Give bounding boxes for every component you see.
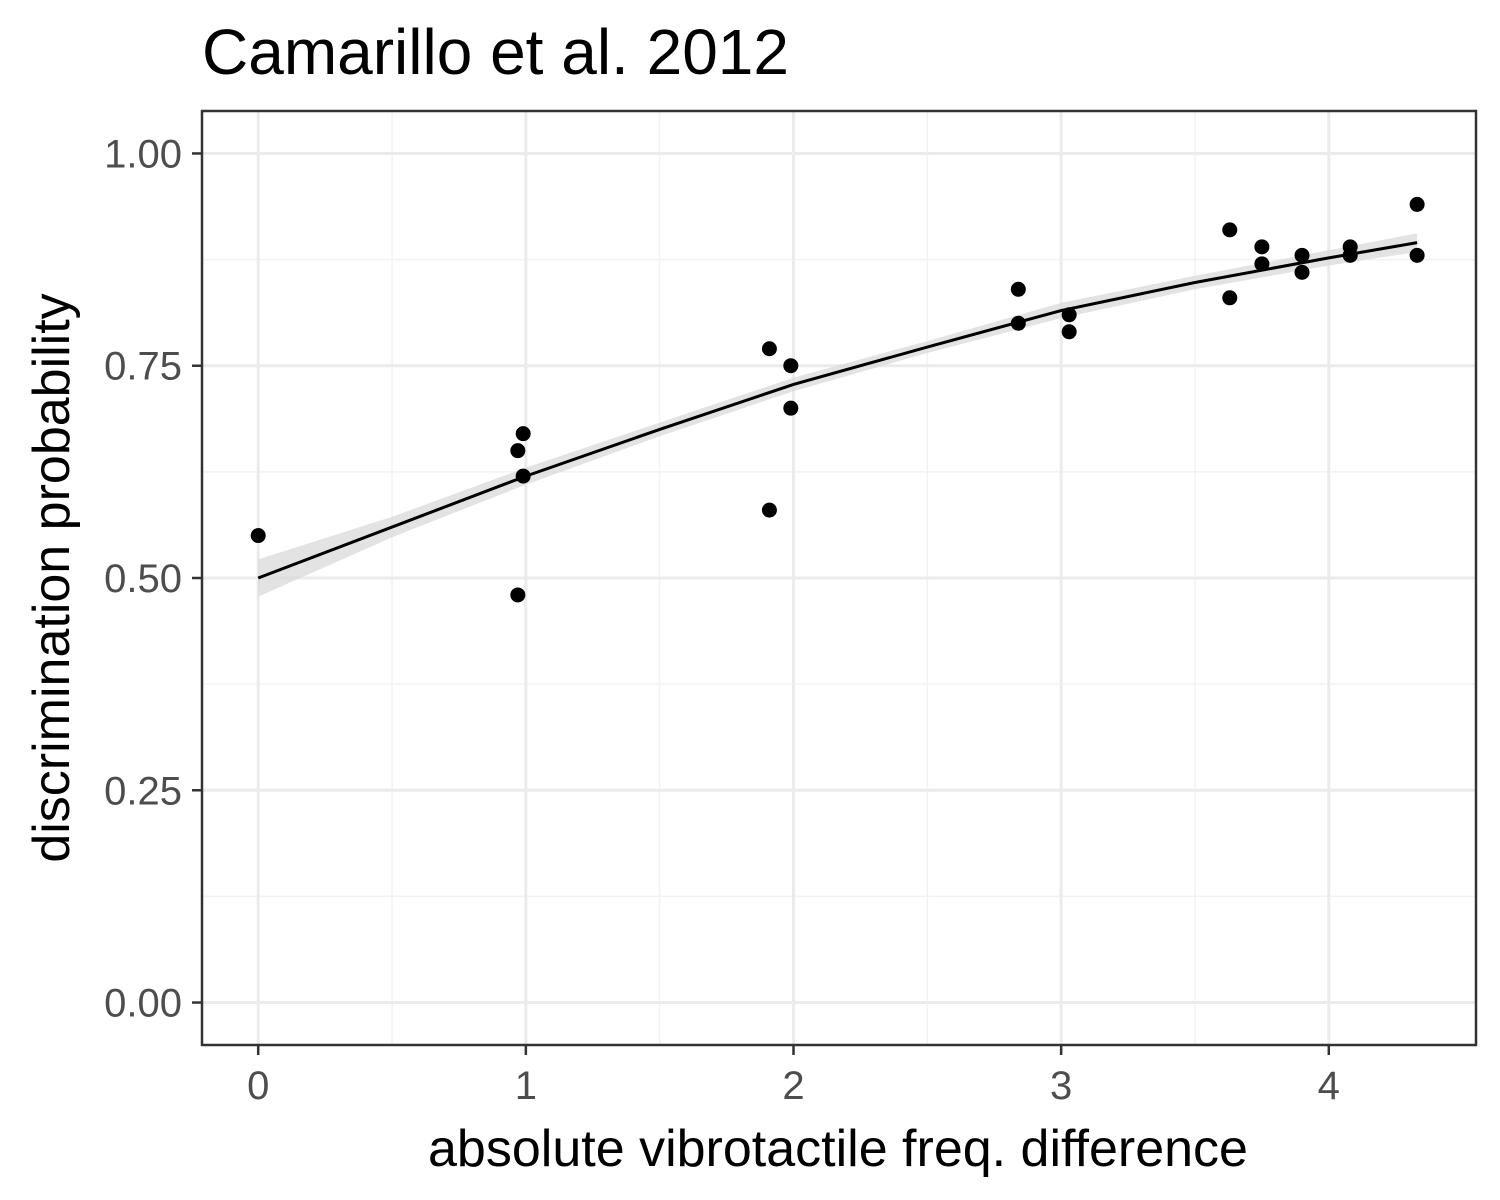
x-tick-label: 2 xyxy=(782,1064,804,1108)
y-tick-label: 0.50 xyxy=(104,557,182,601)
x-tick-label: 3 xyxy=(1050,1064,1072,1108)
data-point xyxy=(510,443,526,459)
y-tick-label: 0.25 xyxy=(104,769,182,813)
chart-title: Camarillo et al. 2012 xyxy=(202,16,789,88)
data-point xyxy=(515,426,531,442)
data-point xyxy=(1222,222,1238,238)
data-point xyxy=(761,341,777,357)
data-point xyxy=(783,358,799,374)
data-point xyxy=(1254,256,1270,272)
data-point xyxy=(1061,307,1077,323)
data-point xyxy=(783,400,799,416)
y-axis-title: discrimination probability xyxy=(23,293,81,862)
major-gridlines xyxy=(202,111,1476,1045)
data-points-layer xyxy=(250,196,1425,603)
data-point xyxy=(761,502,777,518)
data-point xyxy=(1061,324,1077,340)
y-tick-label: 0.00 xyxy=(104,982,182,1026)
y-tick-label: 1.00 xyxy=(104,132,182,176)
x-tick-label: 4 xyxy=(1318,1064,1340,1108)
data-point xyxy=(1409,247,1425,263)
data-point xyxy=(1294,264,1310,280)
data-point xyxy=(1010,315,1026,331)
y-axis-ticks: 0.00 0.25 0.50 0.75 1.00 xyxy=(104,132,202,1026)
data-point xyxy=(1010,281,1026,297)
x-tick-label: 1 xyxy=(515,1064,537,1108)
x-axis-title: absolute vibrotactile freq. difference xyxy=(428,1120,1248,1178)
x-axis-ticks: 0 1 2 3 4 xyxy=(247,1045,1340,1108)
data-point xyxy=(1294,247,1310,263)
data-point xyxy=(510,587,526,603)
data-point xyxy=(1409,196,1425,212)
data-point xyxy=(1222,290,1238,306)
data-point xyxy=(250,528,266,544)
data-point xyxy=(1254,239,1270,255)
y-tick-label: 0.75 xyxy=(104,345,182,389)
x-tick-label: 0 xyxy=(247,1064,269,1108)
data-point xyxy=(1342,247,1358,263)
data-point xyxy=(515,468,531,484)
